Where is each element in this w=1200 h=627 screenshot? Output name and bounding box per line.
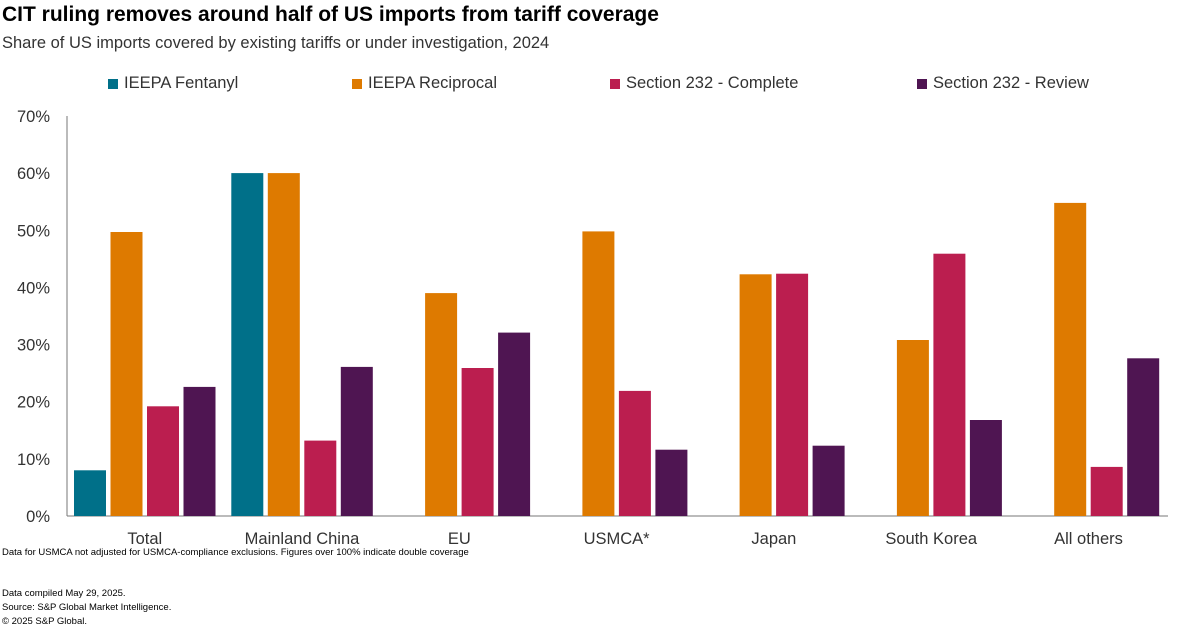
x-tick-label: Total	[127, 530, 162, 548]
y-tick-label: 30%	[17, 337, 50, 355]
y-tick-label: 10%	[17, 451, 50, 469]
legend-label: Section 232 - Review	[933, 74, 1089, 92]
bar	[110, 232, 143, 516]
bar	[582, 231, 615, 516]
x-tick-label: South Korea	[885, 530, 978, 548]
legend-item-section-232-complete: Section 232 - Complete	[610, 74, 798, 93]
bar	[231, 173, 264, 516]
legend-label: IEEPA Fentanyl	[124, 74, 239, 92]
bar	[933, 253, 966, 516]
bar	[969, 420, 1002, 516]
data-compiled-note: Data compiled May 29, 2025.	[2, 588, 126, 599]
y-tick-label: 20%	[17, 394, 50, 412]
legend-swatch	[917, 78, 927, 89]
bar	[1090, 466, 1123, 516]
bar	[304, 440, 337, 516]
y-tick-label: 0%	[26, 508, 50, 526]
legend-label: IEEPA Reciprocal	[368, 74, 498, 92]
bar	[618, 390, 651, 516]
chart-title: CIT ruling removes around half of US imp…	[2, 3, 659, 26]
bar	[812, 445, 845, 516]
x-tick-label: Japan	[751, 530, 796, 548]
bar	[267, 173, 300, 516]
legend: IEEPA Fentanyl IEEPA Reciprocal Section …	[0, 74, 1200, 96]
source-note: Source: S&P Global Market Intelligence.	[2, 602, 172, 613]
y-tick-label: 50%	[17, 222, 50, 240]
bar	[74, 470, 106, 516]
y-tick-label: 40%	[17, 279, 50, 297]
bar	[896, 340, 929, 516]
chart-subtitle: Share of US imports covered by existing …	[2, 34, 550, 52]
bar	[461, 368, 494, 516]
legend-label: Section 232 - Complete	[626, 74, 799, 92]
legend-item-ieepa-fentanyl: IEEPA Fentanyl	[108, 74, 238, 93]
bar	[498, 332, 531, 516]
bar	[183, 386, 216, 516]
bar	[1127, 358, 1160, 516]
legend-swatch	[352, 78, 362, 89]
legend-item-ieepa-reciprocal: IEEPA Reciprocal	[352, 74, 497, 93]
bar	[340, 366, 373, 516]
bar	[147, 406, 179, 516]
bar	[425, 293, 458, 516]
y-tick-label: 60%	[17, 165, 50, 183]
legend-swatch	[610, 78, 620, 89]
copyright-note: © 2025 S&P Global.	[2, 616, 87, 627]
y-tick-label: 70%	[17, 108, 50, 126]
bar	[739, 274, 772, 516]
legend-swatch	[108, 78, 118, 89]
x-tick-label: All others	[1054, 530, 1123, 548]
x-tick-label: Mainland China	[245, 530, 360, 548]
bar	[1054, 202, 1087, 516]
x-tick-label: EU	[448, 530, 471, 548]
chart-note: Data for USMCA not adjusted for USMCA-co…	[2, 547, 469, 558]
bar	[776, 273, 809, 516]
x-tick-label: USMCA*	[584, 530, 651, 548]
legend-item-section-232-review: Section 232 - Review	[917, 74, 1089, 93]
bar	[655, 449, 688, 516]
